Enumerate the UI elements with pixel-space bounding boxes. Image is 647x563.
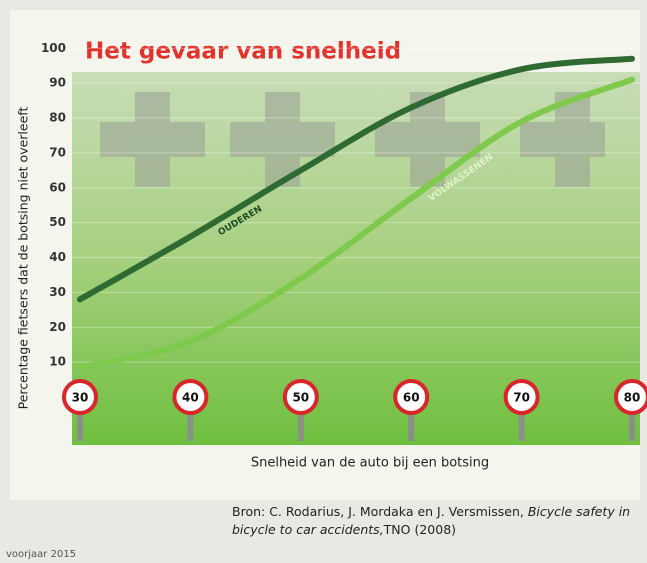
page: Het gevaar van snelheid Percentage fiets…: [0, 0, 647, 563]
source-text: TNO (2008): [384, 522, 456, 537]
y-tick-label: 70: [49, 145, 66, 159]
x-tick-label: 80: [624, 391, 641, 405]
y-tick-label: 20: [49, 320, 66, 334]
y-tick-label: 80: [49, 111, 66, 125]
y-tick-label: 100: [41, 41, 66, 55]
chart-title: Het gevaar van snelheid: [85, 39, 401, 65]
x-tick-label: 40: [182, 391, 199, 405]
x-tick-label: 60: [403, 391, 420, 405]
chart: Het gevaar van snelheid Percentage fiets…: [0, 0, 647, 563]
y-tick-label: 10: [49, 355, 66, 369]
source-text: Bron: C. Rodarius, J. Mordaka en J. Vers…: [232, 504, 528, 519]
source: Bron: C. Rodarius, J. Mordaka en J. Vers…: [232, 503, 642, 539]
y-tick-label: 50: [49, 215, 66, 229]
x-tick-label: 70: [513, 391, 530, 405]
footer: voorjaar 2015: [6, 549, 76, 560]
y-tick-label: 30: [49, 285, 66, 299]
x-tick-label: 30: [72, 391, 89, 405]
y-tick-label: 40: [49, 250, 66, 264]
y-axis-label: Percentage fietsers dat de botsing niet …: [16, 107, 31, 410]
y-tick-label: 90: [49, 76, 66, 90]
y-tick-label: 60: [49, 180, 66, 194]
x-tick-label: 50: [292, 391, 309, 405]
x-axis-label: Snelheid van de auto bij een botsing: [251, 456, 489, 471]
